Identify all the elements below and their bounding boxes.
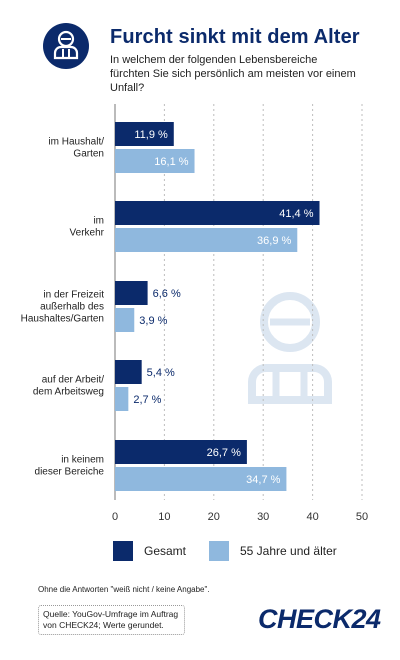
person-icon	[43, 23, 89, 69]
legend-item-gesamt: Gesamt	[113, 541, 186, 561]
bar-gesamt-3	[115, 360, 142, 384]
legend-item-alt: 55 Jahre und älter	[209, 541, 337, 561]
bar-chart: 11,9 % 41,4 % 6,6 % 5,4 % 26,7 % 16,1 % 36,9 %…	[21, 104, 368, 523]
data-label: 26,7 %	[207, 447, 241, 459]
x-tick-label: 40	[306, 511, 318, 523]
x-tick-label: 10	[158, 511, 170, 523]
page-subtitle: In welchem der folgenden Lebensbereiche …	[110, 54, 356, 94]
x-tick-label: 50	[356, 511, 368, 523]
bar-alt-0	[115, 149, 195, 173]
legend-label-gesamt: Gesamt	[144, 544, 187, 558]
legend: Gesamt 55 Jahre und älter	[113, 541, 393, 561]
data-label: 16,1 %	[154, 156, 188, 168]
x-tick-label: 20	[208, 511, 220, 523]
bar-alt-3	[115, 387, 129, 411]
bar-gesamt-2	[115, 281, 148, 305]
bar-alt-1	[115, 228, 298, 252]
brand-logo: CHECK24	[258, 604, 381, 634]
page-title: Furcht sinkt mit dem Alter	[110, 26, 360, 48]
category-label: in der Freizeit außerhalb des Haushaltes/G…	[21, 290, 105, 325]
data-label: 3,9 %	[139, 315, 167, 327]
category-label: im Verkehr	[70, 216, 105, 239]
category-label: in keinem dieser Bereiche	[35, 455, 105, 478]
legend-swatch-gesamt	[113, 541, 133, 561]
data-label: 34,7 %	[246, 474, 280, 486]
bar-alt-2	[115, 308, 135, 332]
data-label: 41,4 %	[279, 208, 313, 220]
source-box: Quelle: YouGov-Umfrage im Auftrag von CH…	[38, 605, 185, 635]
data-label: 2,7 %	[133, 394, 161, 406]
legend-label-alt: 55 Jahre und älter	[240, 544, 337, 558]
watermark-person	[248, 292, 332, 404]
data-label: 5,4 %	[147, 367, 175, 379]
data-label: 11,9 %	[134, 129, 168, 141]
category-label: auf der Arbeit/dem Arbeitsweg	[33, 375, 104, 398]
bar-gesamt-0	[115, 122, 174, 146]
footnote: Ohne die Antworten "weiß nicht / keine A…	[38, 585, 210, 594]
bar-alt-4	[115, 467, 287, 491]
bar-gesamt-1	[115, 201, 320, 225]
bar-gesamt-4	[115, 440, 247, 464]
x-tick-label: 30	[257, 511, 269, 523]
legend-swatch-alt	[209, 541, 229, 561]
category-label: im Haushalt/Garten	[48, 137, 104, 160]
x-tick-label: 0	[112, 511, 118, 523]
data-label: 36,9 %	[257, 235, 291, 247]
data-label: 6,6 %	[153, 288, 181, 300]
